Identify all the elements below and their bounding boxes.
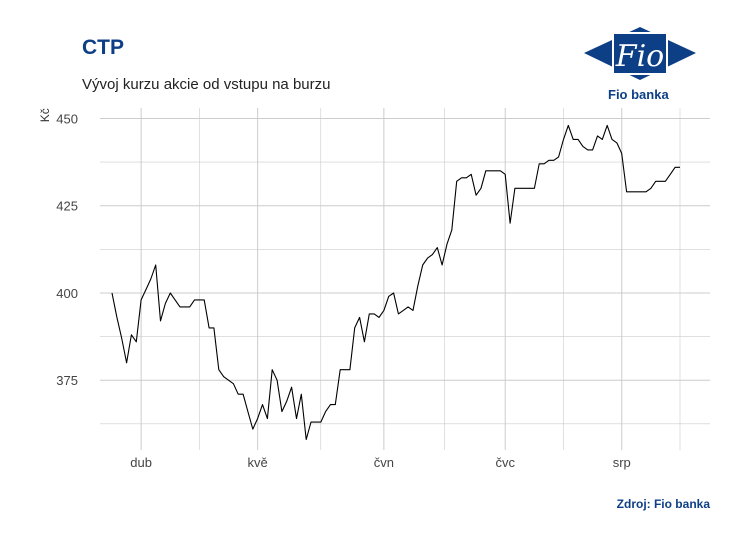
- chart-grid: [100, 108, 710, 450]
- y-tick-label: 450: [56, 111, 78, 126]
- x-tick-label: kvě: [248, 455, 268, 470]
- chart-title: CTP: [82, 36, 124, 59]
- x-tick-label: čvn: [374, 455, 394, 470]
- logo-caption: Fio banka: [608, 87, 669, 102]
- y-tick-label: 400: [56, 286, 78, 301]
- y-axis-label: Kč: [38, 108, 52, 122]
- price-line: [111, 124, 680, 441]
- chart-series: [111, 124, 680, 441]
- x-tick-label: čvc: [495, 455, 515, 470]
- chart-axes: 375 400 425 450 dub kvě čvn čvc srp Kč: [38, 108, 631, 470]
- y-tick-label: 375: [56, 373, 78, 388]
- x-tick-label: dub: [130, 455, 152, 470]
- logo-mark-text: Fio: [615, 39, 664, 74]
- chart-subtitle: Vývoj kurzu akcie od vstupu na burzu: [82, 76, 331, 93]
- y-tick-label: 425: [56, 199, 78, 214]
- fio-banka-logo: Fio: [584, 27, 696, 80]
- x-tick-label: srp: [613, 455, 631, 470]
- logo-inner-shape: [614, 34, 666, 73]
- source-note: Zdroj: Fio banka: [616, 497, 710, 511]
